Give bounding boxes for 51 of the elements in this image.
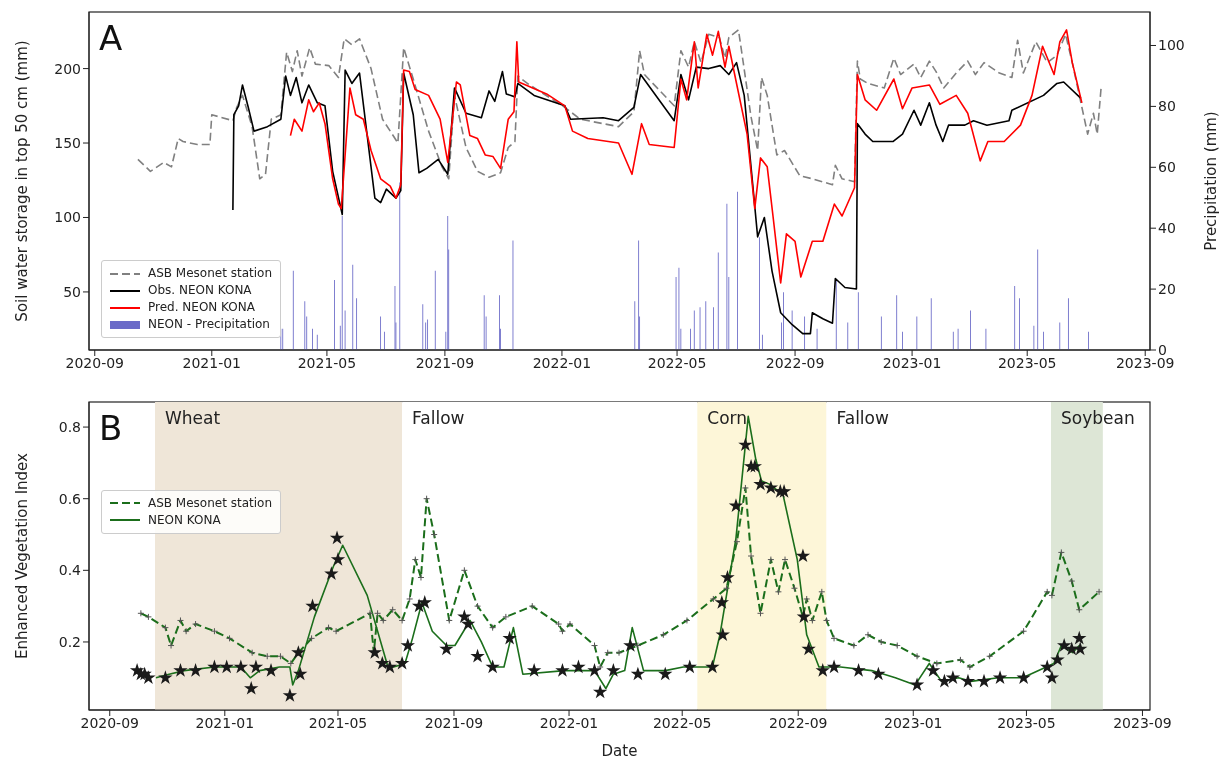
x-tick-label: 2020-09 <box>80 714 139 731</box>
x-tick-label: 2022-05 <box>647 354 707 371</box>
y2-tick-label: 40 <box>1158 220 1176 237</box>
y-tick-label: 100 <box>54 209 81 226</box>
line-series <box>137 29 1102 186</box>
chart-title: A <box>99 18 123 58</box>
y2-tick-label: 100 <box>1158 37 1185 54</box>
x-tick-label: 2021-09 <box>415 354 475 371</box>
band-label: Fallow <box>836 408 889 429</box>
y2-axis-title: Precipitation (mm) <box>1201 111 1220 251</box>
x-tick-label: 2022-05 <box>652 714 712 731</box>
x-tick-label: 2020-09 <box>65 354 125 371</box>
x-tick-label: 2021-05 <box>308 714 368 731</box>
x-tick-label: 2022-09 <box>765 354 825 371</box>
y-axis-title: Soil water storage in top 50 cm (mm) <box>12 40 31 322</box>
y-tick-label: 0.2 <box>58 633 81 650</box>
y-tick-label: 50 <box>63 283 81 300</box>
x-tick-label: 2021-01 <box>195 714 255 731</box>
x-tick-label: 2022-01 <box>539 714 599 731</box>
chart-title: B <box>99 408 123 448</box>
line-series <box>289 29 1083 284</box>
x-tick-label: 2021-05 <box>297 354 357 371</box>
y2-tick-label: 80 <box>1158 98 1176 115</box>
x-tick-label: 2022-01 <box>532 354 592 371</box>
legend-label: ASB Mesonet station <box>148 265 273 282</box>
x-tick-label: 2023-01 <box>884 714 943 731</box>
band-label: Fallow <box>412 408 465 429</box>
legend-label: ASB Mesonet station <box>148 494 273 512</box>
x-tick-label: 2022-09 <box>768 714 828 731</box>
band-label: Soybean <box>1060 408 1135 429</box>
legend-label: Obs. NEON KONA <box>148 282 252 299</box>
legend-label: NEON KONA <box>148 511 221 529</box>
y-tick-label: 0.4 <box>58 562 82 579</box>
band-label: Corn <box>707 408 748 429</box>
x-tick-label: 2023-05 <box>997 714 1056 731</box>
y-axis-title: Enhanced Vegetation Index <box>12 452 31 659</box>
x-axis-title: Date <box>601 742 638 760</box>
y2-tick-label: 60 <box>1158 159 1176 176</box>
y-tick-label: 0.8 <box>58 419 81 436</box>
band-label: Wheat <box>165 408 221 429</box>
x-tick-label: 2021-09 <box>424 714 484 731</box>
y-tick-label: 0.6 <box>58 490 82 507</box>
x-tick-label: 2023-01 <box>882 354 942 371</box>
legend-label: Pred. NEON KONA <box>148 299 255 316</box>
x-tick-label: 2023-09 <box>1113 714 1172 731</box>
x-tick-label: 2021-01 <box>182 354 242 371</box>
legend-label: NEON - Precipitation <box>148 316 270 333</box>
y2-tick-label: 20 <box>1158 281 1176 298</box>
y-tick-label: 150 <box>54 135 81 151</box>
y-tick-label: 200 <box>54 60 81 77</box>
x-tick-label: 2023-05 <box>997 354 1057 371</box>
